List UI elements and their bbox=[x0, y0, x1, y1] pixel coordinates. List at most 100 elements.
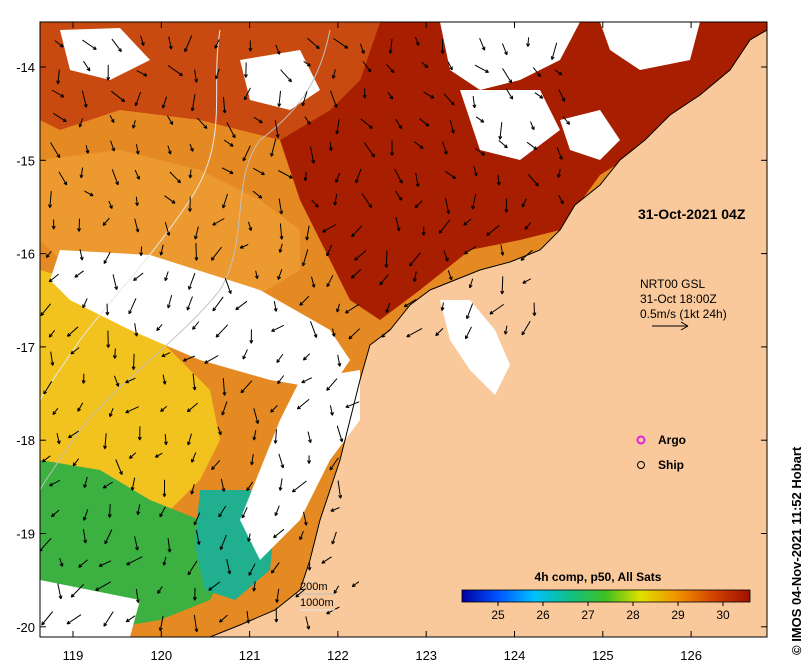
current-arrow-icon bbox=[110, 140, 116, 152]
current-arrow-icon bbox=[421, 226, 426, 236]
current-arrow-icon bbox=[252, 430, 257, 441]
lon-tick-label: 125 bbox=[592, 648, 614, 663]
current-arrow-icon bbox=[252, 581, 257, 592]
cloud-mask-7 bbox=[40, 580, 140, 637]
current-arrow-icon bbox=[329, 405, 334, 416]
current-arrow-icon bbox=[242, 145, 251, 162]
current-arrow-icon bbox=[345, 401, 360, 408]
current-arrow-icon bbox=[528, 174, 539, 187]
current-scale: 0.5m/s (1kt 24h) bbox=[640, 307, 727, 321]
current-arrow-icon bbox=[188, 272, 196, 290]
current-arrow-icon bbox=[108, 200, 113, 209]
current-arrow-icon bbox=[274, 120, 280, 138]
current-arrow-icon bbox=[521, 320, 531, 336]
current-arrow-icon bbox=[103, 433, 108, 450]
current-arrow-icon bbox=[102, 217, 110, 226]
current-arrow-icon bbox=[195, 530, 201, 545]
current-arrow-icon bbox=[473, 165, 478, 177]
current-vectors bbox=[40, 35, 571, 633]
current-arrow-icon bbox=[254, 270, 259, 280]
current-arrow-icon bbox=[277, 90, 282, 107]
current-arrow-icon bbox=[167, 145, 172, 155]
current-arrow-icon bbox=[336, 425, 344, 443]
coastline bbox=[209, 29, 767, 637]
current-arrow-icon bbox=[351, 581, 360, 588]
current-arrow-icon bbox=[276, 353, 284, 364]
current-arrow-icon bbox=[161, 96, 168, 109]
current-arrow-icon bbox=[81, 373, 86, 384]
ship-label: Ship bbox=[658, 458, 684, 472]
current-arrow-icon bbox=[445, 197, 451, 215]
current-arrow-icon bbox=[388, 38, 393, 54]
cloud-over-coast bbox=[240, 370, 360, 560]
current-arrow-icon bbox=[140, 35, 145, 46]
current-arrow-icon bbox=[156, 324, 163, 332]
current-arrow-icon bbox=[222, 96, 227, 114]
current-arrow-icon bbox=[304, 116, 311, 125]
current-arrow-icon bbox=[409, 252, 421, 267]
lat-tick-label: -15 bbox=[16, 153, 35, 168]
current-arrow-icon bbox=[196, 117, 208, 129]
current-arrow-icon bbox=[211, 459, 221, 471]
current-arrow-icon bbox=[280, 69, 292, 83]
current-arrow-icon bbox=[111, 169, 119, 186]
current-arrow-icon bbox=[190, 93, 196, 112]
current-arrow-icon bbox=[307, 37, 320, 50]
current-arrow-icon bbox=[331, 328, 336, 337]
current-arrow-icon bbox=[278, 478, 283, 491]
current-arrow-icon bbox=[336, 303, 340, 313]
current-arrow-icon bbox=[447, 61, 453, 71]
current-time: 31-Oct 18:00Z bbox=[640, 292, 717, 306]
current-arrow-icon bbox=[50, 142, 61, 159]
current-arrow-icon bbox=[164, 195, 176, 204]
current-arrow-icon bbox=[167, 64, 183, 77]
current-arrow-icon bbox=[134, 323, 139, 337]
current-arrow-icon bbox=[105, 303, 110, 316]
lon-tick-label: 126 bbox=[680, 648, 702, 663]
current-arrow-icon bbox=[496, 174, 501, 186]
current-arrow-icon bbox=[78, 118, 84, 128]
current-arrow-icon bbox=[445, 170, 457, 179]
current-arrow-icon bbox=[134, 536, 139, 551]
current-arrow-icon bbox=[522, 278, 532, 284]
current-arrow-icon bbox=[337, 354, 342, 367]
current-arrow-icon bbox=[83, 60, 91, 72]
current-arrow-icon bbox=[135, 144, 140, 155]
current-arrow-icon bbox=[440, 39, 445, 54]
current-arrow-icon bbox=[562, 116, 571, 125]
longitude-axis: 119 120 121 122 123 124 125 126 bbox=[63, 22, 702, 663]
current-arrow-icon bbox=[162, 374, 167, 385]
current-arrow-icon bbox=[111, 38, 122, 53]
current-arrow-icon bbox=[384, 250, 389, 268]
current-arrow-icon bbox=[164, 271, 169, 282]
current-arrow-icon bbox=[130, 477, 136, 491]
current-arrow-icon bbox=[321, 556, 332, 564]
current-arrow-icon bbox=[194, 226, 199, 240]
current-arrow-icon bbox=[82, 509, 89, 521]
lon-tick-label: 123 bbox=[415, 648, 437, 663]
current-arrow-icon bbox=[159, 244, 164, 256]
current-arrow-icon bbox=[113, 375, 120, 387]
current-arrow-icon bbox=[112, 274, 118, 291]
current-arrow-icon bbox=[139, 246, 144, 256]
current-arrow-icon bbox=[249, 329, 254, 344]
current-arrow-icon bbox=[110, 90, 126, 103]
current-arrow-icon bbox=[217, 426, 222, 436]
current-arrow-icon bbox=[558, 89, 566, 102]
current-arrow-icon bbox=[275, 588, 280, 603]
current-arrow-icon bbox=[299, 530, 304, 541]
current-arrow-icon bbox=[135, 196, 139, 207]
current-arrow-icon bbox=[242, 349, 248, 360]
colorbar-title: 4h comp, p50, All Sats bbox=[535, 570, 662, 584]
current-arrow-icon bbox=[215, 324, 229, 338]
current-arrow-icon bbox=[395, 118, 403, 130]
current-arrow-icon bbox=[362, 88, 367, 99]
current-arrow-icon bbox=[192, 321, 200, 330]
current-arrow-icon bbox=[307, 562, 312, 571]
lat-tick-label: -18 bbox=[16, 433, 35, 448]
current-arrow-icon bbox=[498, 122, 503, 140]
current-arrow-icon bbox=[556, 147, 563, 160]
current-arrow-icon bbox=[310, 321, 318, 338]
current-arrow-icon bbox=[406, 327, 423, 338]
current-arrow-icon bbox=[115, 459, 123, 475]
